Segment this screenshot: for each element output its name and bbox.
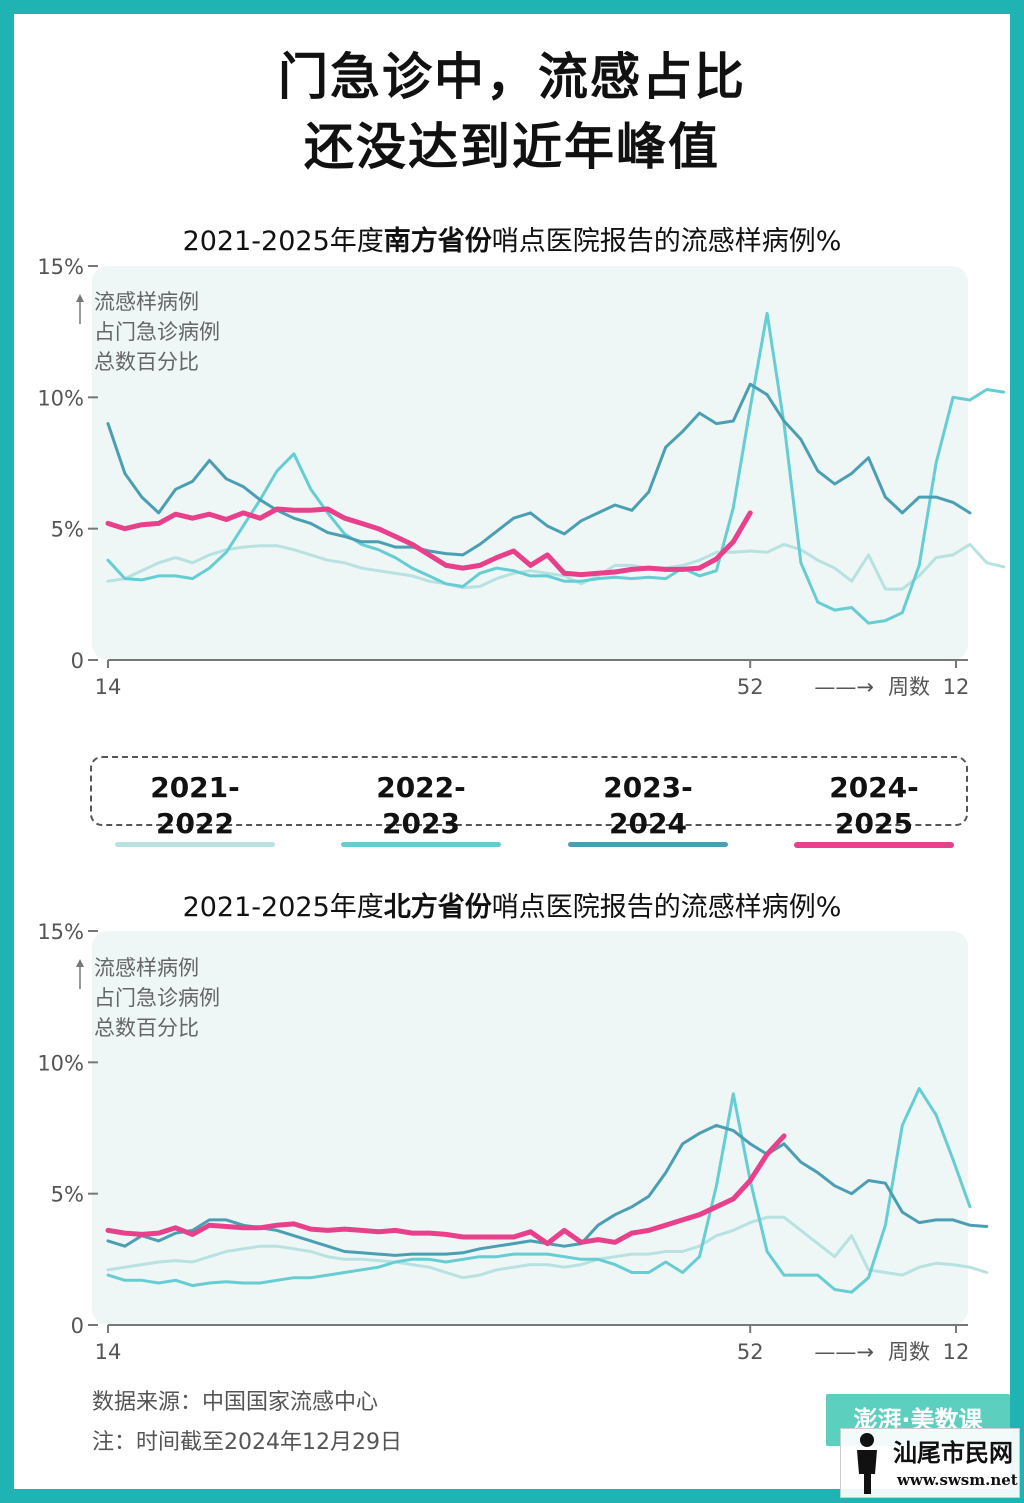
y-tick-label: 0 [71,1314,84,1338]
legend: 2021-2022 2022-2023 2023-2024 2024-2025 [90,756,968,848]
x-tick-label-mid: 52 [737,1340,764,1364]
series-line-2024-2025 [105,506,753,578]
series-line-2022-2023 [106,311,1006,625]
legend-item-2023: 2023-2024 [568,770,728,847]
watermark: 汕尾市民网 www.swsm.net [840,1428,1020,1498]
x-tick-label-start: 14 [95,675,122,699]
legend-swatch [341,842,501,847]
series-line-2021-2022 [106,542,1006,591]
chart-title-post: 哨点医院报告的流感样病例% [491,226,842,257]
x-tick-label-end: 12 [943,1340,970,1364]
x-axis-arrow: ——→ [814,1340,874,1364]
y-tick-label: 5% [51,518,84,542]
legend-item-2024: 2024-2025 [794,770,954,848]
y-axis-title-south: 流感样病例 占门急诊病例 总数百分比 [94,287,220,377]
series-line-2023-2024 [106,382,972,557]
chart-title-south: 2021-2025年度南方省份哨点医院报告的流感样病例% [0,224,1024,260]
y-tick-label: 15% [37,255,84,279]
plot-background [92,266,968,660]
x-tick-label-mid: 52 [737,675,764,699]
headline-line2: 还没达到近年峰值 [304,118,720,176]
chart-title-bold: 北方省份 [383,892,492,923]
y-tick-label: 15% [37,920,84,944]
legend-label: 2023-2024 [603,771,693,840]
legend-swatch [115,842,275,847]
x-axis-label: 周数 [888,675,930,699]
chart-title-north: 2021-2025年度北方省份哨点医院报告的流感样病例% [0,890,1024,926]
y-axis-title-north: 流感样病例 占门急诊病例 总数百分比 [94,953,220,1043]
legend-label: 2021-2022 [150,771,240,840]
y-title-line1: 流感样病例 [94,290,199,314]
chart-title-pre: 2021-2025年度 [182,892,384,923]
y-title-arrowhead [76,294,84,302]
y-title-line2: 占门急诊病例 [94,320,220,344]
watermark-name: 汕尾市民网 [893,1438,1013,1467]
y-title-arrowhead [76,959,84,967]
footer-note: 注：时间截至2024年12月29日 [92,1430,402,1455]
chart-title-post: 哨点医院报告的流感样病例% [491,892,842,923]
y-tick-label: 10% [37,386,84,410]
y-tick-label: 5% [51,1183,84,1207]
chart-south: 15% 10% 5% 0 14 52 12 周数 ——→ [37,255,1006,699]
x-tick-label-start: 14 [95,1340,122,1364]
x-axis-label: 周数 [888,1340,930,1364]
legend-label: 2022-2023 [376,771,466,840]
y-title-line1: 流感样病例 [94,956,199,980]
person-silhouette-icon [857,1433,877,1494]
headline-line1: 门急诊中，流感占比 [278,48,746,106]
series-line-2024-2025 [105,1133,787,1247]
x-tick-label-end: 12 [943,675,970,699]
y-tick-label: 10% [37,1051,84,1075]
y-title-line3: 总数百分比 [94,350,199,374]
legend-item-2022: 2022-2023 [341,770,501,847]
chart-title-bold: 南方省份 [383,226,492,257]
legend-swatch [568,842,728,847]
y-tick-label: 0 [71,649,84,673]
chart-north: 15% 10% 5% 0 14 52 12 周数 ——→ [37,920,989,1364]
series-line-2021-2022 [106,1215,989,1280]
legend-swatch [794,842,954,848]
series-line-2022-2023 [106,1087,972,1294]
legend-item-2021: 2021-2022 [115,770,275,847]
x-axis-arrow: ——→ [814,675,874,699]
y-title-line2: 占门急诊病例 [94,986,220,1010]
chart-title-pre: 2021-2025年度 [182,226,384,257]
y-title-line3: 总数百分比 [94,1016,199,1040]
legend-label: 2024-2025 [829,771,919,840]
watermark-url: www.swsm.net [897,1471,1018,1489]
plot-background [92,931,968,1325]
headline: 门急诊中，流感占比 还没达到近年峰值 [0,42,1024,182]
footer-source: 数据来源：中国国家流感中心 [92,1390,379,1415]
